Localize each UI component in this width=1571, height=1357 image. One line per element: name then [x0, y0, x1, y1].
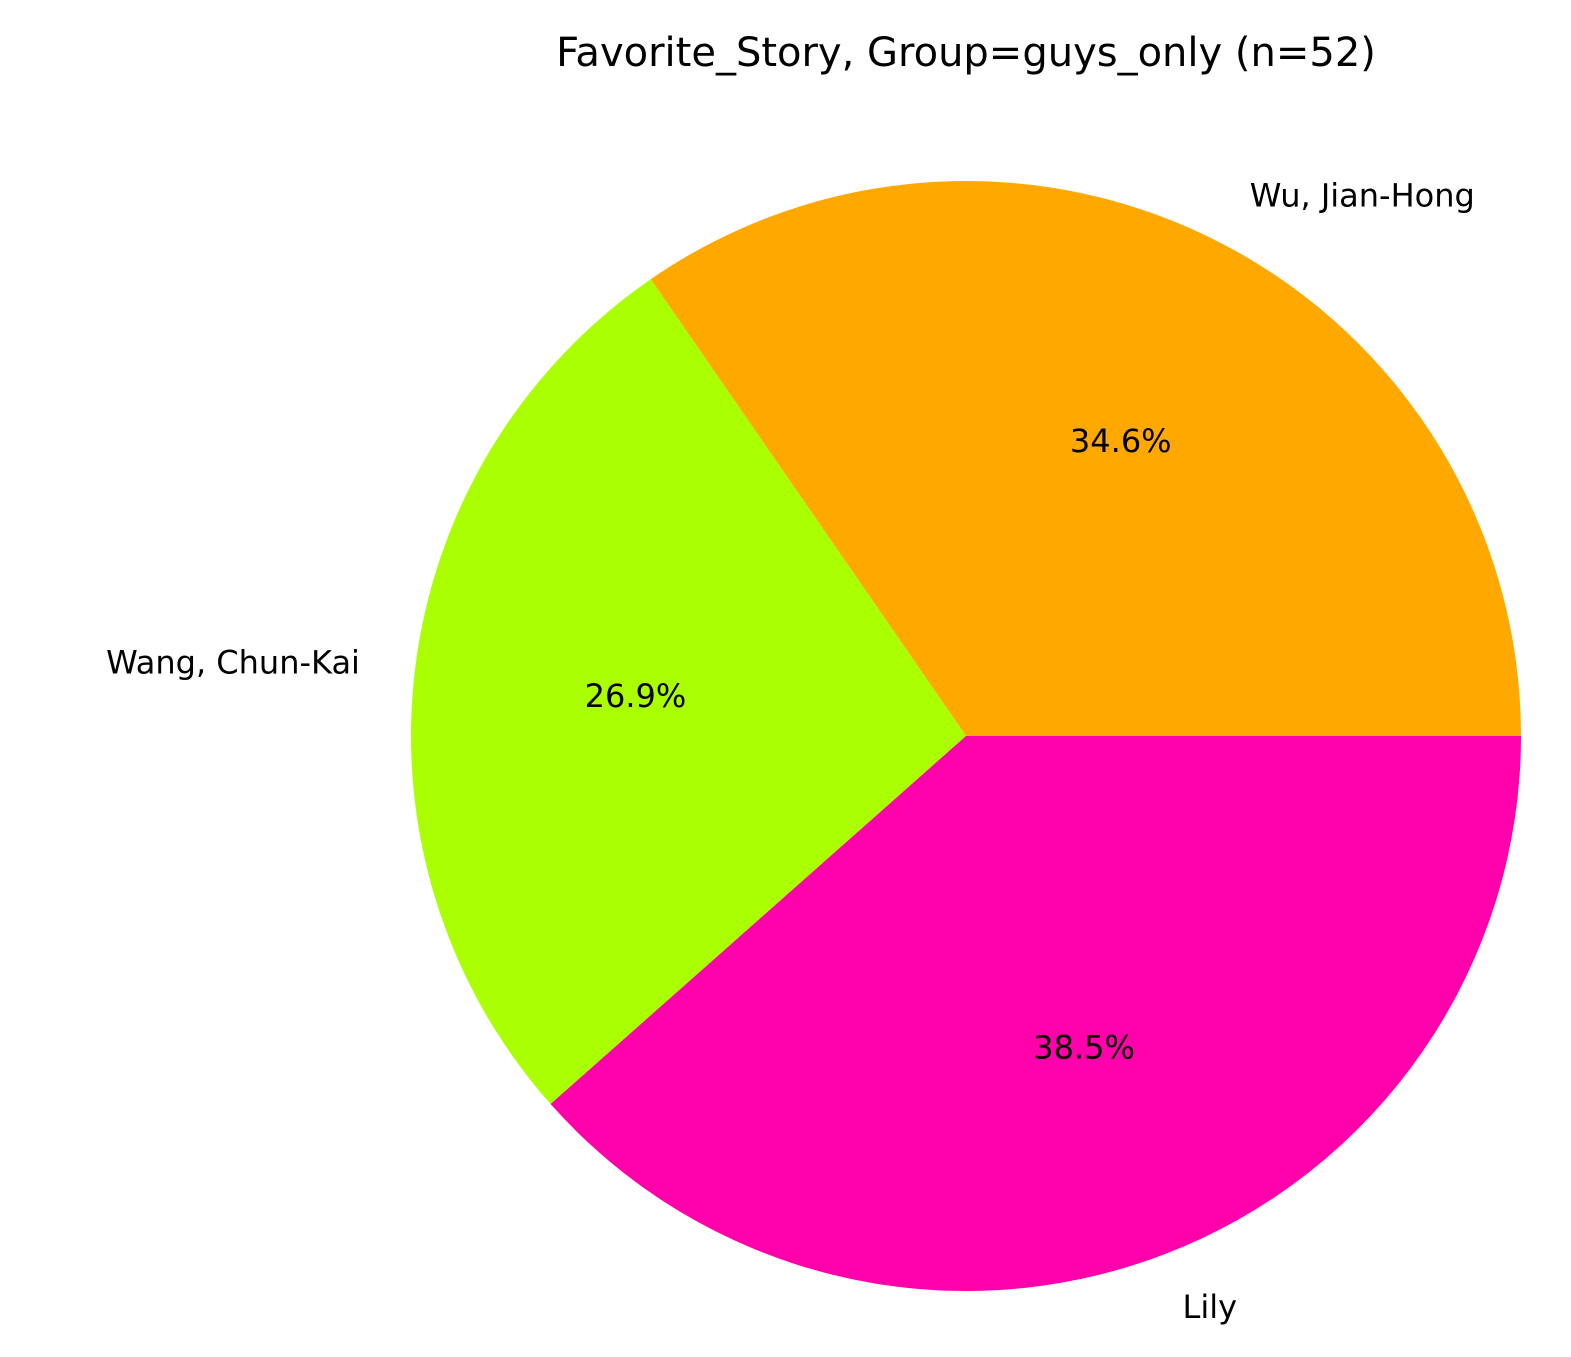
slice-percent-wang-chun-kai: 26.9%	[585, 677, 687, 715]
pie-slice-wu-jian-hong	[650, 181, 1521, 736]
slice-percent-wu-jian-hong: 34.6%	[1070, 422, 1172, 460]
slice-percent-lily: 38.5%	[1033, 1028, 1135, 1066]
pie-slice-wang-chun-kai	[410, 279, 966, 1105]
chart-title: Favorite_Story, Group=guys_only (n=52)	[556, 30, 1376, 76]
slice-label-lily: Lily	[1182, 1288, 1237, 1326]
pie-labels: Wu, Jian-Hong 34.6% Wang, Chun-Kai 26.9% Lil…	[106, 176, 1475, 1325]
pie-slice-lily	[550, 736, 1521, 1291]
slice-label-wu-jian-hong: Wu, Jian-Hong	[1250, 176, 1475, 214]
slice-label-wang-chun-kai: Wang, Chun-Kai	[106, 643, 360, 681]
pie-slices	[410, 181, 1521, 1291]
